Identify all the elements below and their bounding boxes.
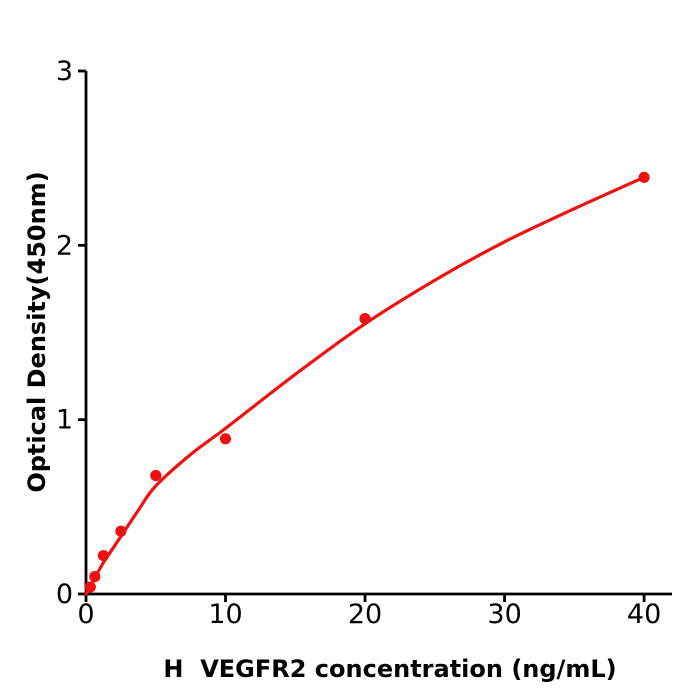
- x-tick-label: 0: [77, 599, 94, 630]
- x-tick-label: 20: [348, 599, 382, 630]
- data-point: [84, 581, 96, 593]
- data-point: [89, 571, 101, 583]
- y-axis-label: Optical Density(450nm): [23, 171, 51, 493]
- x-axis-label: H VEGFR2 concentration (ng/mL): [163, 655, 617, 683]
- y-tick-label: 0: [56, 579, 73, 610]
- data-point: [115, 525, 127, 537]
- data-point: [97, 550, 109, 562]
- data-point: [359, 313, 371, 325]
- x-tick-label: 30: [487, 599, 521, 630]
- data-point: [638, 171, 650, 183]
- x-tick-label: 40: [627, 599, 661, 630]
- data-point: [150, 469, 162, 482]
- x-tick-label: 10: [208, 599, 242, 630]
- fitted-curve-line: [84, 175, 646, 596]
- y-tick-label: 2: [56, 230, 73, 261]
- y-tick-label: 1: [56, 405, 73, 436]
- y-tick-label: 3: [56, 56, 73, 87]
- data-point: [219, 433, 232, 445]
